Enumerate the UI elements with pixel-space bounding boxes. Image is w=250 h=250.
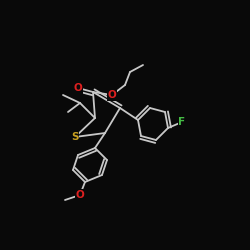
Text: O: O [108,90,116,100]
Text: O: O [76,190,84,200]
Text: S: S [71,132,79,142]
Text: F: F [178,117,186,127]
Text: O: O [74,83,82,93]
